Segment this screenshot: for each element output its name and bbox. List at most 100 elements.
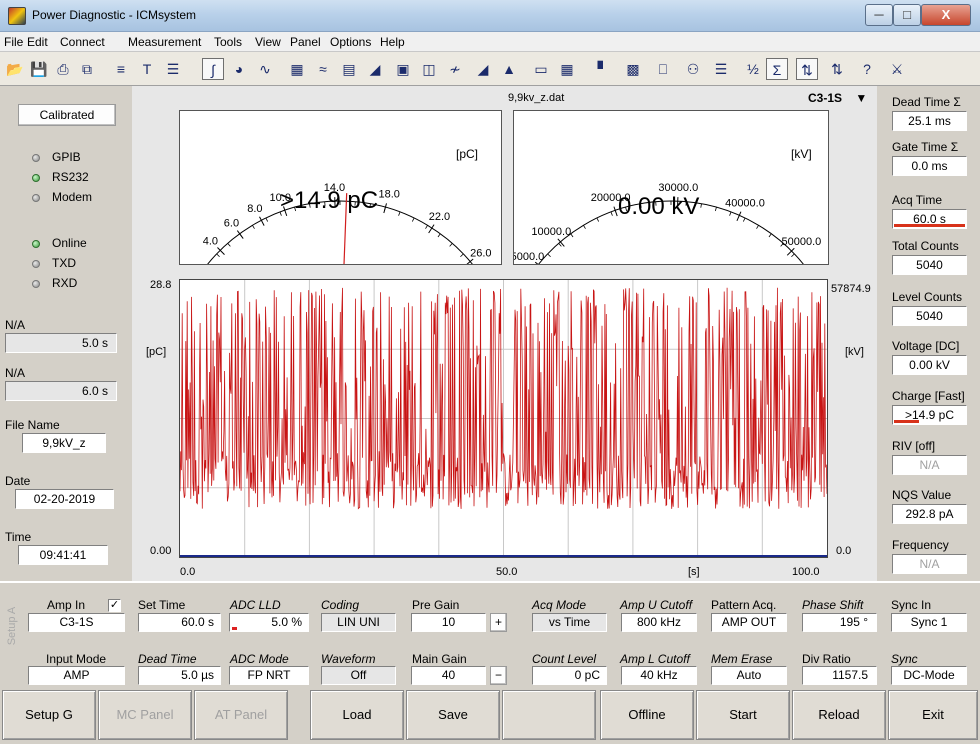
hz-icon[interactable]: ⇅ xyxy=(796,58,818,80)
main-gain-field[interactable]: 40 xyxy=(411,666,486,685)
toolbar: 📂 💾 ⎙ ⧉ ≡ T ☰ ∫ ◕ ∿ ▦ ≈ ▤ ◢ ▣ ◫ ≁ ◢ ▲ ▭ … xyxy=(0,52,980,86)
setup-g-button[interactable]: Setup G xyxy=(2,690,96,740)
pre-gain-increase-button[interactable]: + xyxy=(490,613,507,632)
sort-icon[interactable]: ⇅ xyxy=(831,61,843,77)
list-icon[interactable]: ≡ xyxy=(116,61,126,77)
readout-value: 5040 xyxy=(892,306,967,326)
charge-gauge-value: >14.9 pC xyxy=(280,187,379,214)
readout-value-text: 292.8 pA xyxy=(905,507,954,521)
gauge-minor-tick xyxy=(583,225,586,229)
at-panel-button[interactable]: AT Panel xyxy=(194,690,288,740)
menu-edit[interactable]: Edit xyxy=(27,35,48,49)
pre-gain-field[interactable]: 10 xyxy=(411,613,486,632)
offline-button[interactable]: Offline xyxy=(600,690,694,740)
grid-icon[interactable]: ▦ xyxy=(290,61,304,77)
main-gain-decrease-button[interactable]: − xyxy=(490,666,507,685)
sigma-icon[interactable]: Σ xyxy=(766,58,788,80)
minimize-button[interactable]: ─ xyxy=(865,4,893,26)
menu-measurement[interactable]: Measurement xyxy=(128,35,202,49)
save-button[interactable]: Save xyxy=(406,690,500,740)
copy-icon[interactable]: ⧉ xyxy=(82,61,92,77)
waveform-field[interactable]: Off xyxy=(321,666,396,685)
lines-icon[interactable]: ☰ xyxy=(714,61,728,77)
exit-button[interactable]: Exit xyxy=(888,690,978,740)
meter-icon[interactable]: ◕ xyxy=(234,61,244,77)
maximize-button[interactable]: □ xyxy=(893,4,921,26)
acq-mode-field[interactable]: vs Time xyxy=(532,613,607,632)
count-level-field[interactable]: 0 pC xyxy=(532,666,607,685)
adc-lld-field[interactable]: 5.0 % xyxy=(229,613,309,632)
readout-value-text: 5040 xyxy=(916,309,943,323)
ramp-icon[interactable]: ◢ xyxy=(369,61,381,77)
menu-connect[interactable]: Connect xyxy=(60,35,105,49)
sync-in-field[interactable]: Sync 1 xyxy=(891,613,967,632)
calculator-icon[interactable]: ▦ xyxy=(560,61,574,77)
txd-led-icon xyxy=(32,260,40,268)
outline-icon[interactable]: ☰ xyxy=(166,61,180,77)
menu-tools[interactable]: Tools xyxy=(214,35,243,49)
readout-value-text: 25.1 ms xyxy=(908,114,951,128)
log-icon[interactable]: ⎕ xyxy=(658,61,668,77)
dead-time-label: Dead Time xyxy=(138,652,197,666)
help-icon[interactable]: ? xyxy=(863,61,871,77)
close-button[interactable]: X xyxy=(921,4,971,26)
load-button[interactable]: Load xyxy=(310,690,404,740)
histogram-icon[interactable]: ▤ xyxy=(342,61,356,77)
readout-value-text: 60.0 s xyxy=(913,212,946,226)
pd-time-chart[interactable] xyxy=(179,279,828,558)
off-icon[interactable]: ⚇ xyxy=(686,61,700,77)
coding-field[interactable]: LIN UNI xyxy=(321,613,396,632)
mem-erase-field[interactable]: Auto xyxy=(711,666,787,685)
chart-tool-icon[interactable]: ▘ xyxy=(597,61,609,77)
gauge-major-tick xyxy=(217,247,225,255)
menu-panel[interactable]: Panel xyxy=(290,35,321,49)
pattern-acq-field[interactable]: AMP OUT xyxy=(711,613,787,632)
blank-button[interactable] xyxy=(502,690,596,740)
menu-options[interactable]: Options xyxy=(330,35,372,49)
gauge-tick-label: 14.0 xyxy=(324,182,345,194)
dead-time-field[interactable]: 5.0 µs xyxy=(138,666,221,685)
rr-icon[interactable]: ▩ xyxy=(626,61,640,77)
amp-u-cutoff-field[interactable]: 800 kHz xyxy=(621,613,697,632)
gauge-tick-label: 20000.0 xyxy=(591,192,631,204)
input-mode-field[interactable]: AMP xyxy=(28,666,125,685)
y-right-min-label: 0.0 xyxy=(836,545,852,557)
adc-mode-field[interactable]: FP NRT xyxy=(229,666,309,685)
amp-in-checkbox[interactable]: ✓ xyxy=(108,599,121,612)
amp-in-field[interactable]: C3-1S xyxy=(28,613,125,632)
fraction-icon[interactable]: ½ xyxy=(747,61,759,77)
amp-l-cutoff-field[interactable]: 40 kHz xyxy=(621,666,697,685)
div-ratio-field[interactable]: 1157.5 xyxy=(802,666,877,685)
print-icon[interactable]: ⎙ xyxy=(57,61,69,77)
start-button[interactable]: Start xyxy=(696,690,790,740)
table-icon[interactable]: ▣ xyxy=(396,61,410,77)
open-folder-icon[interactable]: 📂 xyxy=(6,61,24,77)
trace-icon[interactable]: ≁ xyxy=(449,61,461,77)
exit-icon[interactable]: ⚔ xyxy=(890,61,904,77)
mc-panel-button[interactable]: MC Panel xyxy=(98,690,192,740)
monitor-icon[interactable]: ▭ xyxy=(534,61,548,77)
mountain-icon[interactable]: ▲ xyxy=(502,61,516,77)
gauge-tick-label: 10000.0 xyxy=(531,226,571,238)
loc-icon[interactable]: ◢ xyxy=(477,61,489,77)
line-tool-icon[interactable]: ∫ xyxy=(202,58,224,80)
menu-view[interactable]: View xyxy=(255,35,281,49)
mem-erase-label: Mem Erase xyxy=(711,652,773,666)
gauge-minor-tick xyxy=(714,207,717,212)
menu-file[interactable]: File xyxy=(4,35,24,49)
date-label: Date xyxy=(5,474,31,488)
y-left-max-label: 28.8 xyxy=(150,279,172,291)
pulse-icon[interactable]: ≈ xyxy=(319,61,327,77)
save-disk-icon[interactable]: 💾 xyxy=(30,61,48,77)
reload-button[interactable]: Reload xyxy=(792,690,886,740)
sync-field[interactable]: DC-Mode xyxy=(891,666,967,685)
menu-help[interactable]: Help xyxy=(380,35,405,49)
pd-time-chart-plot xyxy=(179,280,828,557)
wave-icon[interactable]: ∿ xyxy=(259,61,271,77)
text-icon[interactable]: T xyxy=(142,61,152,77)
set-time-field[interactable]: 60.0 s xyxy=(138,613,221,632)
window-icon[interactable]: ◫ xyxy=(422,61,436,77)
file-name-field[interactable]: 9,9kV_z xyxy=(22,433,106,453)
phase-shift-field[interactable]: 195 ° xyxy=(802,613,877,632)
probe-select[interactable]: C3-1S ▼ xyxy=(808,91,867,105)
